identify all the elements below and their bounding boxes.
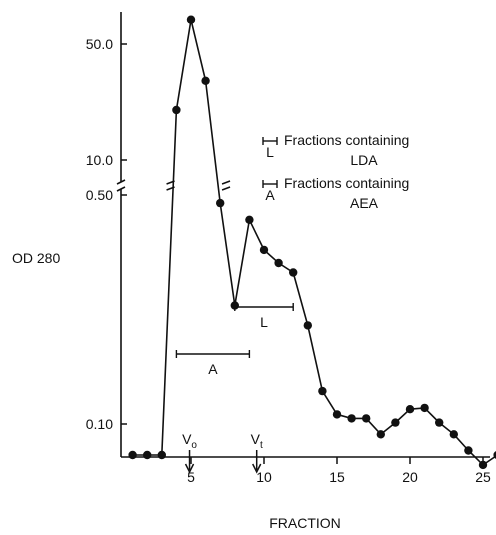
- legend-text: Fractions containing: [284, 175, 409, 191]
- annotations: A L Vo Vt: [175, 303, 294, 474]
- axes: [116, 12, 490, 458]
- data-point: [391, 418, 400, 427]
- line-break-mark: [221, 186, 231, 191]
- data-point: [201, 76, 210, 86]
- data-point: [274, 258, 283, 268]
- x-tick-label: 15: [329, 469, 345, 485]
- legend: L Fractions containing LDA A Fractions conta…: [262, 132, 409, 211]
- line-break-mark: [166, 180, 175, 185]
- marker-subscript: t: [260, 440, 263, 451]
- legend-symbol: A: [265, 187, 275, 203]
- y-axis-title: OD 280: [12, 250, 60, 266]
- marker-label: Vt: [251, 431, 263, 451]
- data-point: [464, 446, 473, 455]
- data-point: [143, 450, 152, 460]
- range-label: A: [208, 361, 218, 377]
- marker-label: Vo: [182, 431, 197, 451]
- legend-text: Fractions containing: [284, 132, 409, 148]
- data-point: [493, 451, 496, 459]
- data-point: [289, 268, 298, 277]
- data-point: [449, 430, 458, 439]
- data-point: [362, 414, 371, 423]
- data-point: [376, 430, 385, 439]
- axis-break-mark: [116, 179, 126, 185]
- y-tick-label: 50.0: [86, 36, 113, 52]
- data-point: [128, 450, 137, 460]
- data-point: [172, 105, 181, 115]
- x-tick-label: 10: [256, 469, 272, 485]
- x-axis-title: FRACTION: [269, 515, 341, 531]
- x-tick-label: 5: [187, 469, 195, 485]
- y-tick-label: 0.50: [86, 187, 113, 203]
- data-point: [216, 198, 225, 208]
- data-point: [332, 410, 342, 419]
- y-tick-label: 0.10: [86, 416, 113, 432]
- series-line: [132, 19, 496, 466]
- plot-area: [128, 15, 496, 470]
- axis-break-mark: [116, 186, 126, 192]
- data-point: [245, 215, 254, 224]
- data-point: [478, 460, 488, 470]
- line-break-mark: [166, 186, 175, 191]
- x-tick-label: 20: [402, 469, 418, 485]
- y-ticks: 50.0 10.0 0.50 0.10: [86, 36, 127, 432]
- data-point: [186, 15, 196, 24]
- y-tick-label: 10.0: [86, 152, 113, 168]
- marker-arrow-head: [252, 463, 262, 474]
- data-point: [405, 405, 415, 414]
- range-label: L: [260, 314, 268, 330]
- x-tick-label: 25: [475, 469, 491, 485]
- data-point: [420, 403, 429, 413]
- marker-arrow-head: [184, 463, 195, 474]
- data-point: [259, 245, 269, 255]
- legend-symbol: L: [266, 144, 274, 160]
- data-point: [303, 321, 312, 330]
- data-point: [157, 450, 166, 460]
- marker-subscript: o: [191, 440, 197, 451]
- legend-text: LDA: [350, 152, 378, 168]
- data-point: [347, 414, 356, 423]
- data-point: [435, 418, 444, 427]
- line-break-mark: [221, 180, 231, 185]
- legend-text: AEA: [350, 195, 379, 211]
- x-ticks: 5 10 15 20 25: [187, 457, 491, 485]
- data-point: [318, 386, 327, 396]
- y-axis-break: [116, 179, 126, 192]
